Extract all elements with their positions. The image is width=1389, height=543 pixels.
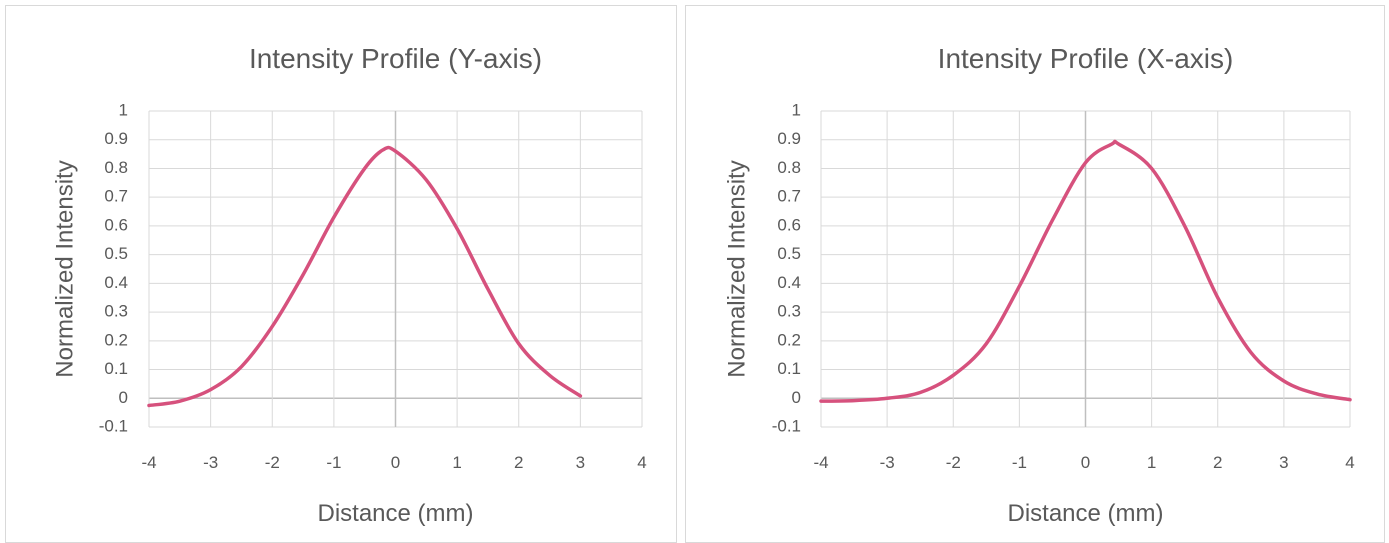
- y-tick-label: 0.1: [777, 359, 801, 378]
- y-tick-label: 0: [792, 388, 801, 407]
- y-tick-label: 0.8: [777, 158, 801, 177]
- y-tick-label: 1: [119, 100, 128, 119]
- x-tick-label: 1: [1147, 453, 1156, 472]
- x-axis-label: Distance (mm): [1007, 500, 1163, 527]
- y-tick-label: 0.3: [104, 302, 128, 321]
- chart-x-axis: Intensity Profile (X-axis) Normalized In…: [723, 43, 1354, 527]
- y-tick-label: 0.4: [104, 273, 128, 292]
- y-tick-label: 0.7: [104, 187, 128, 206]
- y-tick-label: 0.6: [104, 215, 128, 234]
- y-tick-label: 0.3: [777, 302, 801, 321]
- x-tick-label: -2: [265, 453, 280, 472]
- x-tick-label: -2: [946, 453, 961, 472]
- x-tick-label: 4: [637, 453, 646, 472]
- y-axis-label: Normalized Intensity: [51, 160, 78, 377]
- x-tick-label: 0: [391, 453, 400, 472]
- x-axis-label: Distance (mm): [317, 500, 473, 527]
- x-tick-label: 3: [1279, 453, 1288, 472]
- y-tick-label: 0.1: [104, 359, 128, 378]
- chart-y-axis: Intensity Profile (Y-axis) Normalized In…: [51, 43, 646, 527]
- y-tick-label: 0: [119, 388, 128, 407]
- x-tick-label: 1: [452, 453, 461, 472]
- y-tick-label: 0.9: [777, 129, 801, 148]
- y-tick-label: 0.4: [777, 273, 801, 292]
- x-tick-label: 0: [1081, 453, 1090, 472]
- y-tick-label: 1: [792, 100, 801, 119]
- y-tick-label: -0.1: [772, 416, 801, 435]
- y-tick-label: 0.6: [777, 215, 801, 234]
- chart-panel-y-axis: Intensity Profile (Y-axis) Normalized In…: [5, 5, 677, 543]
- x-tick-label: 2: [514, 453, 523, 472]
- x-tick-label: -4: [141, 453, 156, 472]
- series-line: [147, 145, 583, 408]
- y-tick-label: 0.9: [104, 129, 128, 148]
- y-tick-label: 0.8: [104, 158, 128, 177]
- y-tick-label: 0.7: [777, 187, 801, 206]
- y-tick-label: 0.2: [777, 330, 801, 349]
- y-axis-label: Normalized Intensity: [723, 160, 750, 377]
- x-tick-label: 4: [1345, 453, 1354, 472]
- chart-title: Intensity Profile (X-axis): [938, 43, 1234, 74]
- x-tick-label: -1: [1012, 453, 1027, 472]
- gridlines: [148, 110, 643, 428]
- x-tick-label: 3: [576, 453, 585, 472]
- gridlines: [820, 110, 1351, 428]
- y-tick-label: 0.5: [104, 244, 128, 263]
- y-tick-label: -0.1: [99, 416, 128, 435]
- x-tick-label: -1: [326, 453, 341, 472]
- chart-panel-x-axis: Intensity Profile (X-axis) Normalized In…: [685, 5, 1385, 543]
- x-tick-label: -4: [813, 453, 828, 472]
- y-tick-label: 0.2: [104, 330, 128, 349]
- x-tick-label: -3: [203, 453, 218, 472]
- chart-title: Intensity Profile (Y-axis): [249, 43, 542, 74]
- x-tick-label: 2: [1213, 453, 1222, 472]
- x-tick-label: -3: [880, 453, 895, 472]
- y-tick-label: 0.5: [777, 244, 801, 263]
- series-line: [819, 139, 1352, 403]
